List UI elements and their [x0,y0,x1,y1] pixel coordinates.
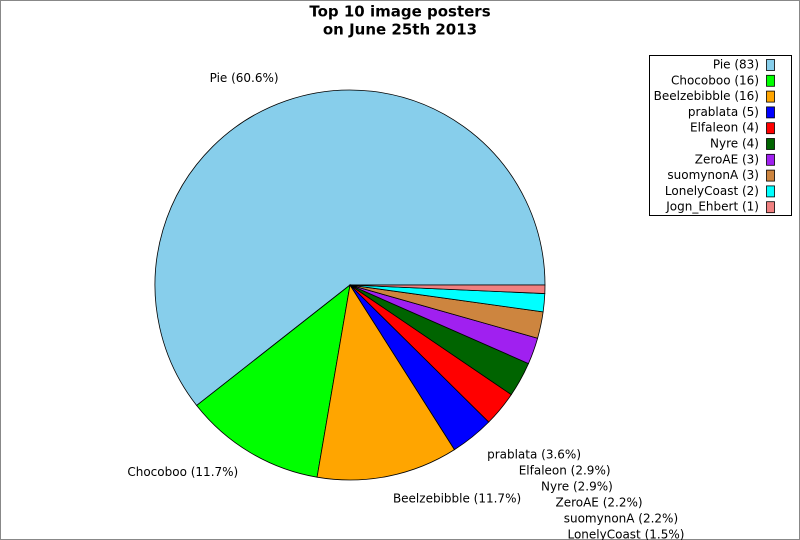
legend-swatch [766,106,775,119]
legend-label: prablata (5) [688,105,759,119]
legend-swatch [766,59,775,71]
slice-label: suomynonA (2.2%) [564,512,678,526]
legend-label: Beelzebibble (16) [654,89,759,103]
slice-label: prablata (3.6%) [487,448,581,462]
legend-label: Chocoboo (16) [671,73,759,87]
pie-slice [349,284,546,294]
slice-label: ZeroAE (2.2%) [555,496,642,510]
pie-slice [316,283,456,481]
slice-label: Nyre (2.9%) [541,480,613,494]
legend-label: Nyre (4) [710,137,759,151]
legend-label: suomynonA (3) [667,168,759,182]
slice-label: Chocoboo (11.7%) [127,465,238,479]
pie-slice [154,89,546,407]
slice-label: Beelzebibble (11.7%) [393,492,521,506]
slice-label: LonelyCoast (1.5%) [567,528,684,540]
legend-swatch [766,138,775,150]
legend-label: Jogn_Ehbert (1) [665,200,759,214]
slice-label: Elfaleon (2.9%) [519,464,611,478]
legend-swatch [766,169,775,182]
legend-swatch [766,201,775,214]
legend-label: Pie (83) [713,58,759,72]
chart-title: on June 25th 2013 [323,21,477,39]
slice-label: Pie (60.6%) [210,71,279,85]
legend-swatch [766,185,775,198]
legend-swatch [766,74,775,87]
legend-swatch [766,153,775,166]
pie-slice [196,284,351,478]
chart-title: Top 10 image posters [309,3,490,21]
legend-label: ZeroAE (3) [695,152,759,166]
legend-swatch [766,90,775,103]
legend-label: LonelyCoast (2) [665,184,759,198]
legend-swatch [766,122,775,135]
legend-label: Elfaleon (4) [690,121,759,135]
